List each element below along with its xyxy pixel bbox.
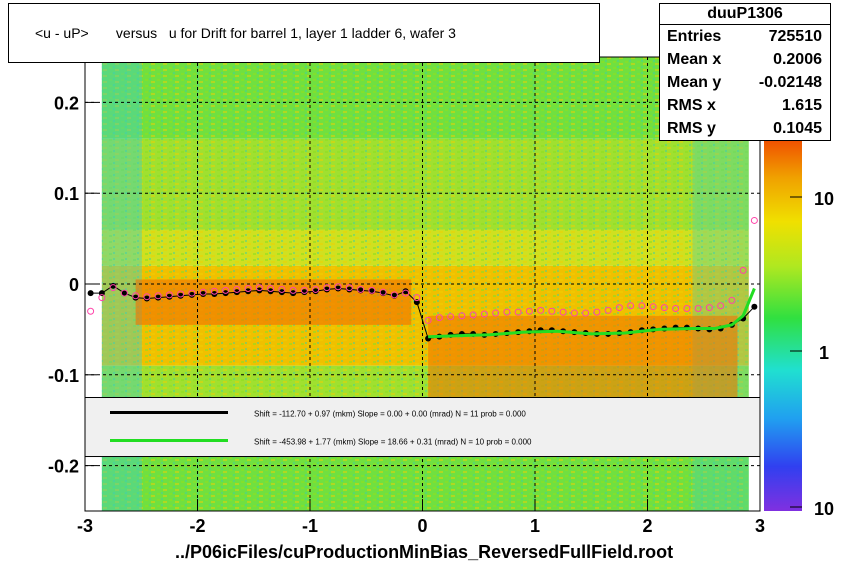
x-tick-label: 1 [530, 516, 540, 536]
stats-value: 1.615 [782, 94, 822, 117]
stats-key: Mean x [667, 48, 721, 71]
x-tick-label: 2 [642, 516, 652, 536]
y-tick-label: 0 [69, 275, 79, 295]
data-point-black [88, 290, 94, 296]
y-tick-label: 0.1 [54, 184, 79, 204]
y-tick-label: -0.1 [48, 366, 79, 386]
stats-key: RMS y [667, 117, 716, 140]
chart-title: <u - uP> versus u for Drift for barrel 1… [35, 25, 456, 41]
legend-text: Shift = -453.98 + 1.77 (mkm) Slope = 18.… [254, 438, 532, 447]
stats-value: 725510 [769, 25, 822, 48]
stats-key: RMS x [667, 94, 716, 117]
x-tick-label: -1 [302, 516, 318, 536]
stats-name: duuP1306 [660, 4, 830, 25]
colorbar [764, 140, 802, 511]
stats-key: Mean y [667, 71, 721, 94]
x-tick-label: -2 [189, 516, 205, 536]
legend-text: Shift = -112.70 + 0.97 (mkm) Slope = 0.0… [254, 410, 526, 419]
data-point-black [751, 304, 757, 310]
source-file-label: ../P06icFiles/cuProductionMinBias_Revers… [175, 542, 673, 563]
stats-key: Entries [667, 25, 721, 48]
stats-row: RMS y 0.1045 [660, 117, 830, 140]
stats-row: Mean x 0.2006 [660, 48, 830, 71]
colorbar-tick-label: 10 [814, 189, 834, 209]
x-tick-label: 0 [417, 516, 427, 536]
y-tick-label: -0.2 [48, 457, 79, 477]
stats-value: 0.1045 [773, 117, 822, 140]
chart-title-box: <u - uP> versus u for Drift for barrel 1… [8, 3, 600, 63]
stats-row: Mean y -0.02148 [660, 71, 830, 94]
colorbar-tick-label: 1 [819, 343, 829, 363]
x-tick-label: -3 [77, 516, 93, 536]
stats-box: duuP1306 Entries 725510 Mean x 0.2006 Mean… [659, 3, 831, 141]
stats-row: RMS x 1.615 [660, 94, 830, 117]
stats-value: -0.02148 [759, 71, 822, 94]
density-core-left [136, 279, 412, 324]
colorbar-tick-label: 10 [814, 499, 834, 519]
y-tick-label: 0.2 [54, 93, 79, 113]
stats-value: 0.2006 [773, 48, 822, 71]
x-tick-label: 3 [755, 516, 765, 536]
stats-row: Entries 725510 [660, 25, 830, 48]
legend-panel [85, 398, 760, 457]
